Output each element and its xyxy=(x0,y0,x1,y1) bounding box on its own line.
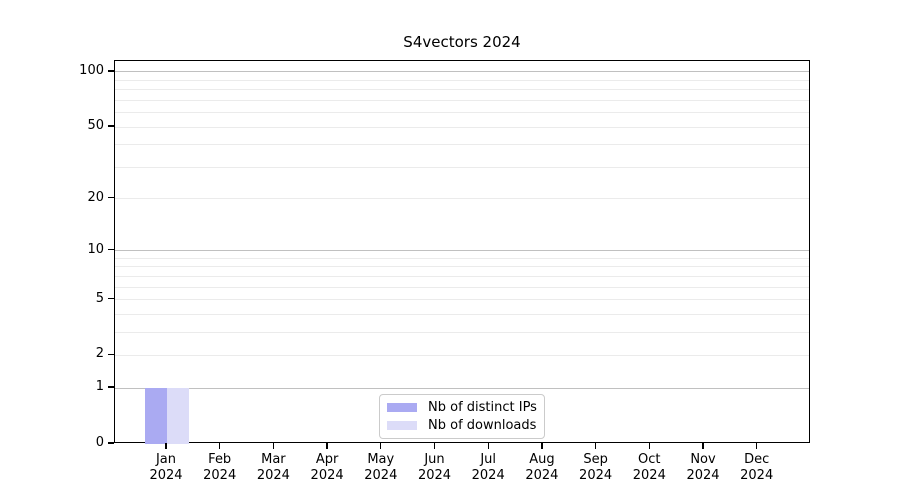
x-tick-label: Apr 2024 xyxy=(310,452,344,483)
x-tick-label: Feb 2024 xyxy=(203,452,237,483)
x-tick-mark xyxy=(433,443,436,449)
major-gridline xyxy=(115,387,809,389)
legend-swatch-downloads xyxy=(387,421,417,430)
x-tick-mark xyxy=(648,443,650,449)
minor-gridline xyxy=(115,331,809,333)
x-tick-mark xyxy=(756,443,758,449)
x-tick-label: Aug 2024 xyxy=(525,452,559,483)
x-tick-label: Nov 2024 xyxy=(686,452,720,483)
y-tick-mark xyxy=(107,249,114,251)
x-tick-mark xyxy=(380,443,382,449)
x-tick-label: Sep 2024 xyxy=(579,452,613,483)
minor-gridline xyxy=(115,266,809,268)
minor-gridline xyxy=(115,126,809,128)
y-tick-mark xyxy=(107,297,114,300)
legend: Nb of distinct IPs Nb of downloads xyxy=(379,394,545,439)
legend-swatch-distinct-ips xyxy=(387,403,417,412)
y-tick-label: 20 xyxy=(87,189,104,205)
minor-gridline xyxy=(115,313,809,315)
minor-gridline xyxy=(115,198,809,200)
x-tick-mark xyxy=(326,443,328,449)
minor-gridline xyxy=(115,275,809,277)
y-tick-label: 10 xyxy=(87,241,104,257)
x-tick-mark xyxy=(272,443,275,449)
y-tick-label: 50 xyxy=(87,118,104,134)
x-tick-label: Jul 2024 xyxy=(471,452,505,483)
x-tick-mark xyxy=(165,443,167,449)
plot-area xyxy=(114,60,810,444)
x-tick-label: Jan 2024 xyxy=(149,452,183,483)
y-tick-mark xyxy=(107,125,114,127)
minor-gridline xyxy=(115,99,809,101)
y-tick-mark xyxy=(107,442,114,444)
x-tick-mark xyxy=(219,443,221,449)
y-tick-mark xyxy=(107,353,114,356)
x-tick-label: Dec 2024 xyxy=(740,452,774,483)
y-tick-label: 0 xyxy=(95,435,104,450)
x-tick-label: Mar 2024 xyxy=(256,452,290,483)
x-tick-label: May 2024 xyxy=(364,452,398,483)
bar-downloads xyxy=(167,388,189,444)
x-tick-mark xyxy=(487,443,489,449)
legend-label-downloads: Nb of downloads xyxy=(428,418,537,433)
legend-label-distinct-ips: Nb of distinct IPs xyxy=(428,400,537,415)
minor-gridline xyxy=(115,89,809,91)
y-tick-label: 5 xyxy=(95,290,104,306)
y-tick-mark xyxy=(107,70,114,72)
x-tick-mark xyxy=(541,443,543,449)
y-tick-mark xyxy=(107,196,114,199)
bar-distinct-ips xyxy=(145,388,167,444)
minor-gridline xyxy=(115,354,809,356)
y-tick-label: 1 xyxy=(95,379,104,395)
x-tick-label: Oct 2024 xyxy=(632,452,666,483)
minor-gridline xyxy=(115,144,809,146)
chart-title: S4vectors 2024 xyxy=(403,33,521,51)
x-tick-mark xyxy=(702,443,704,449)
minor-gridline xyxy=(115,166,809,168)
y-tick-label: 2 xyxy=(95,346,104,362)
minor-gridline xyxy=(115,299,809,301)
minor-gridline xyxy=(115,257,809,259)
major-gridline xyxy=(115,71,809,73)
y-tick-mark xyxy=(107,386,114,388)
legend-item-downloads: Nb of downloads xyxy=(387,418,537,433)
y-tick-label: 100 xyxy=(79,62,104,78)
x-tick-label: Jun 2024 xyxy=(417,452,452,483)
minor-gridline xyxy=(115,286,809,288)
major-gridline xyxy=(115,250,809,252)
minor-gridline xyxy=(115,112,809,114)
legend-item-distinct-ips: Nb of distinct IPs xyxy=(387,400,537,415)
minor-gridline xyxy=(115,79,809,81)
x-tick-mark xyxy=(594,443,597,449)
